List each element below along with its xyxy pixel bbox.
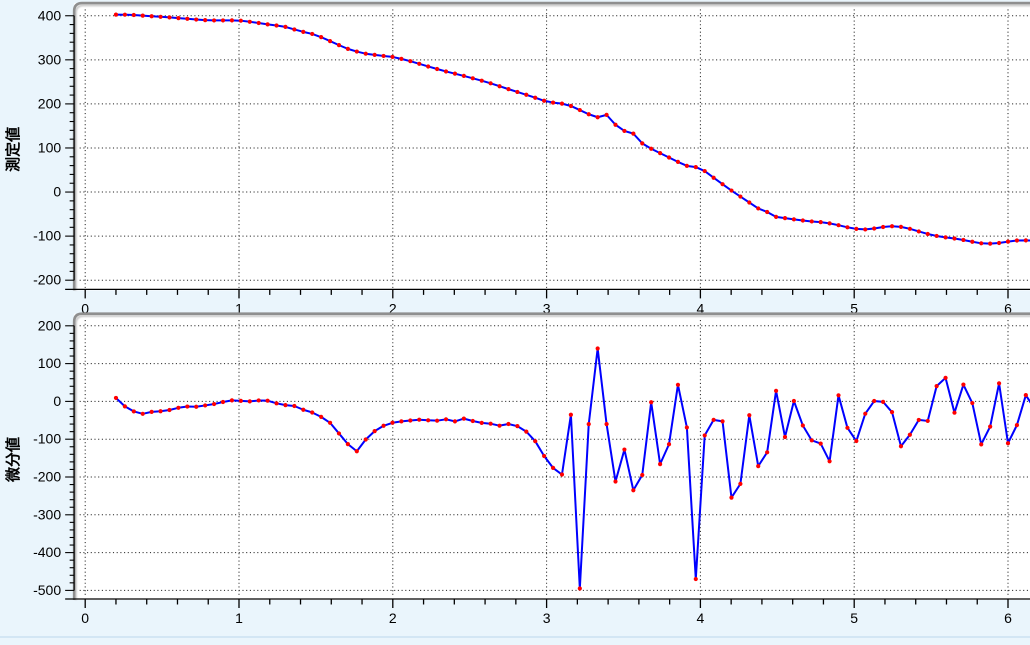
- svg-text:-200: -200: [33, 469, 61, 485]
- svg-text:0: 0: [53, 184, 61, 200]
- svg-text:5: 5: [850, 610, 858, 626]
- svg-text:3: 3: [543, 610, 551, 626]
- svg-text:-400: -400: [33, 544, 61, 560]
- svg-text:-100: -100: [33, 228, 61, 244]
- svg-text:測定値: 測定値: [4, 127, 22, 172]
- svg-text:2: 2: [389, 610, 397, 626]
- svg-text:0: 0: [81, 610, 89, 626]
- svg-text:400: 400: [38, 7, 62, 23]
- svg-text:100: 100: [38, 139, 62, 155]
- svg-text:微分値: 微分値: [4, 437, 22, 483]
- svg-text:200: 200: [38, 95, 62, 111]
- svg-text:4: 4: [697, 610, 705, 626]
- svg-text:-200: -200: [33, 272, 61, 288]
- svg-text:1: 1: [235, 610, 243, 626]
- svg-text:-500: -500: [33, 582, 61, 598]
- svg-text:300: 300: [38, 51, 62, 67]
- svg-text:0: 0: [53, 393, 61, 409]
- svg-text:200: 200: [38, 317, 62, 333]
- svg-text:-100: -100: [33, 431, 61, 447]
- svg-text:-300: -300: [33, 506, 61, 522]
- svg-text:100: 100: [38, 355, 62, 371]
- svg-text:6: 6: [1004, 610, 1012, 626]
